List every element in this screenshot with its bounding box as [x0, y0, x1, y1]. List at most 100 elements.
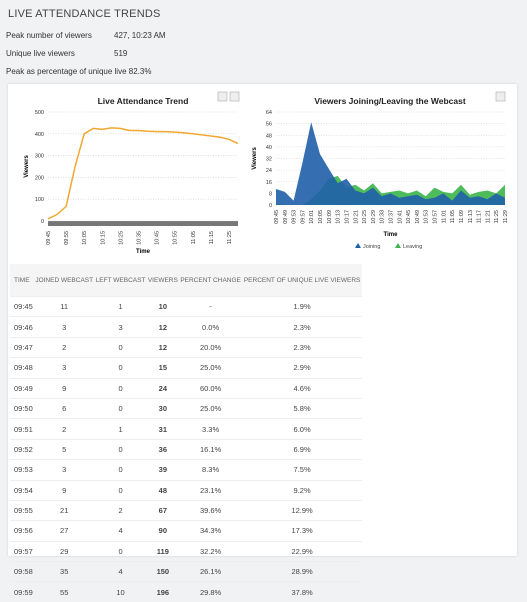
x-tick-label: 10:05: [318, 210, 324, 224]
column-header: PERCENT OF UNIQUE LIVE VIEWERS: [242, 264, 362, 297]
x-tick-label: 09:49: [283, 210, 289, 224]
table-cell: 2.3%: [242, 336, 362, 358]
y-tick-label: 300: [35, 154, 44, 160]
table-cell: 36: [146, 438, 179, 460]
table-row: 09:54 9 0 48 23.1% 9.2%: [10, 479, 362, 501]
charts: Live Attendance Trend Viewers 0 100 200 300 40…: [24, 91, 509, 255]
x-tick-label: 11:09: [459, 210, 465, 223]
table-cell: 17.3%: [242, 520, 362, 542]
table-cell: 3.3%: [179, 418, 243, 440]
table-cell: 21: [34, 499, 95, 521]
table-cell: 11: [34, 295, 95, 317]
table-cell: 09:49: [10, 377, 35, 399]
y-tick-label: 400: [35, 132, 44, 138]
table-cell: 25.0%: [179, 357, 243, 379]
table-cell: 55: [34, 581, 95, 602]
y-tick-label: 100: [35, 197, 44, 203]
table-cell: 9.2%: [242, 479, 362, 501]
table-row: 09:50 6 0 30 25.0% 5.8%: [10, 397, 362, 419]
x-tick-label: 11:25: [494, 210, 500, 223]
table-cell: 29: [34, 540, 95, 562]
x-tick-label: 10:41: [397, 210, 403, 224]
table-cell: 12.9%: [242, 499, 362, 521]
table-cell: 2: [94, 499, 147, 521]
stat-label: Unique live viewers: [6, 49, 75, 58]
x-tick-label: 11:21: [485, 210, 491, 223]
table-row: 09:48 3 0 15 25.0% 2.9%: [10, 357, 362, 379]
table-cell: 0.0%: [179, 316, 243, 338]
table-cell: 1: [94, 418, 147, 440]
x-tick-label: 10:25: [362, 210, 368, 224]
x-tick-label: 10:45: [155, 231, 161, 245]
table-cell: 0: [94, 336, 147, 358]
table-cell: 10: [146, 295, 179, 317]
table-cell: 2: [34, 418, 95, 440]
table-cell: 4.6%: [242, 377, 362, 399]
table-row: 09:49 9 0 24 60.0% 4.6%: [10, 377, 362, 399]
y-axis-label: Viewers: [24, 155, 30, 178]
icon[interactable]: [217, 91, 228, 102]
table-cell: 5: [34, 438, 95, 460]
stat-row: Peak number of viewers 427, 10:23 AM: [6, 31, 166, 40]
table-cell: 0: [94, 438, 147, 460]
x-tick-label: 09:57: [300, 210, 306, 224]
page-title: LIVE ATTENDANCE TRENDS: [8, 8, 161, 20]
x-tick-label: 10:57: [433, 210, 439, 224]
table-cell: 60.0%: [179, 377, 243, 399]
area: [276, 122, 505, 205]
table-cell: 2.9%: [242, 357, 362, 379]
y-tick-label: 32: [266, 157, 272, 163]
table-cell: 09:58: [10, 561, 35, 582]
table-cell: 30: [146, 397, 179, 419]
chart-title: Viewers Joining/Leaving the Webcast: [314, 96, 465, 106]
table-cell: 4: [94, 520, 147, 542]
table-cell: 90: [146, 520, 179, 542]
table-row: 09:47 2 0 12 20.0% 2.3%: [10, 336, 362, 358]
y-tick-label: 56: [266, 122, 272, 128]
y-tick-label: 200: [35, 175, 44, 181]
legend-swatch: [395, 243, 401, 248]
y-tick-label: 0: [41, 219, 44, 225]
table-cell: 0: [94, 377, 147, 399]
table-cell: 12: [146, 316, 179, 338]
stat-row: Unique live viewers 519: [6, 49, 127, 58]
legend-swatch: [355, 243, 361, 248]
x-tick-label: 11:17: [477, 210, 483, 223]
x-tick-label: 10:37: [389, 210, 395, 224]
table-cell: 4: [94, 561, 147, 582]
x-tick-label: 10:53: [424, 210, 430, 224]
table-cell: 12: [146, 336, 179, 358]
x-tick-label: 10:21: [353, 210, 359, 224]
table-cell: 09:57: [10, 540, 35, 562]
stat-label: Peak number of viewers: [6, 31, 92, 40]
x-tick-label: 11:05: [191, 231, 197, 244]
table-row: 09:55 21 2 67 39.6% 12.9%: [10, 499, 362, 521]
table-cell: 34.3%: [179, 520, 243, 542]
table-cell: 29.8%: [179, 581, 243, 602]
table-cell: 6.9%: [242, 438, 362, 460]
chart-title: Live Attendance Trend: [98, 96, 189, 106]
stat-value: 427, 10:23 AM: [114, 31, 166, 40]
table-cell: 8.3%: [179, 459, 243, 481]
x-tick-label: 10:45: [406, 210, 412, 224]
table-row: 09:46 3 3 12 0.0% 2.3%: [10, 316, 362, 338]
table-cell: 0: [94, 540, 147, 562]
y-tick-label: 16: [266, 180, 272, 186]
column-header: PERCENT CHANGE: [179, 264, 243, 297]
table-cell: 09:46: [10, 316, 35, 338]
x-tick-label: 10:33: [380, 210, 386, 224]
x-tick-label: 10:29: [371, 210, 377, 224]
table-cell: 15: [146, 357, 179, 379]
y-tick-label: 0: [269, 203, 272, 209]
table-cell: 9: [34, 479, 95, 501]
x-tick-label: 11:01: [441, 210, 447, 223]
icon[interactable]: [495, 91, 506, 102]
x-tick-label: 11:15: [209, 231, 215, 244]
table-row: 09:56 27 4 90 34.3% 17.3%: [10, 520, 362, 542]
x-axis-label: Time: [136, 249, 151, 255]
table-cell: 119: [146, 540, 179, 562]
table-cell: 09:59: [10, 581, 35, 602]
column-header: JOINED WEBCAST: [34, 264, 95, 297]
table-row: 09:57 29 0 119 32.2% 22.9%: [10, 540, 362, 562]
icon[interactable]: [229, 91, 240, 102]
